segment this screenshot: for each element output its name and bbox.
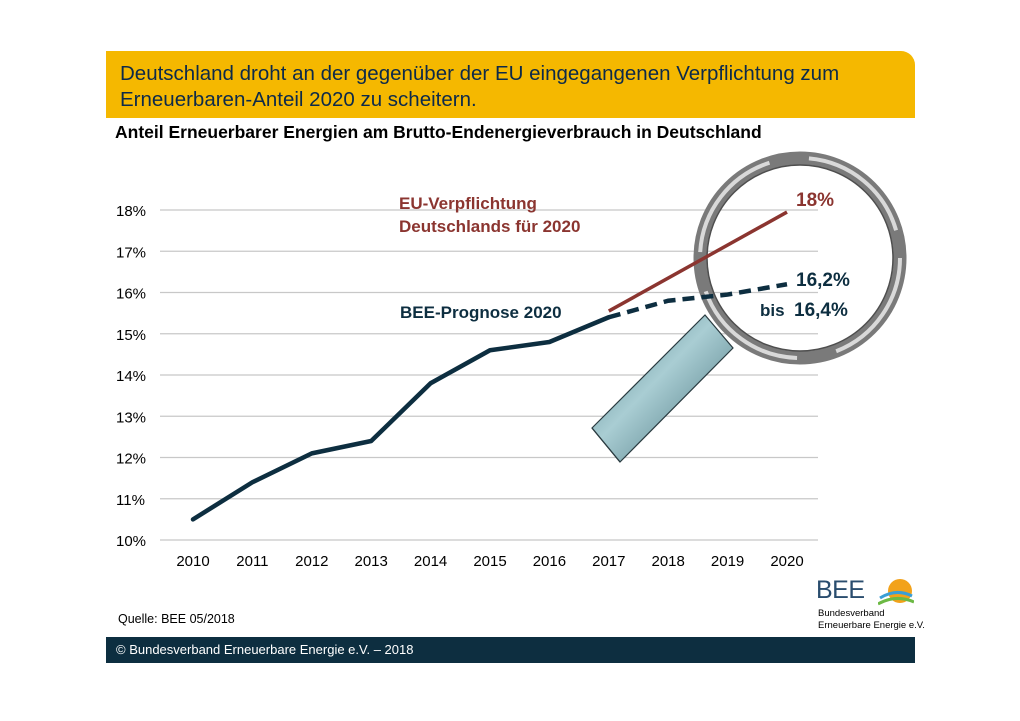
series-layer [190,210,788,522]
x-tick-label: 2015 [473,553,506,570]
logo-line-2: Erneuerbare Energie e.V. [818,620,925,631]
bee-bis-label: bis [760,301,785,320]
eu-label-line-2: Deutschlands für 2020 [399,217,580,236]
chart-title: Anteil Erneuerbarer Energien am Brutto-E… [115,122,762,142]
eu-value-label: 18% [796,190,834,211]
footer-bar: © Bundesverband Erneuerbare Energie e.V.… [106,637,915,663]
bee-forecast-line [608,282,788,320]
logo-line-1: Bundesverband [818,608,885,619]
bee-logo: BEE Bundesverband Erneuerbare Energie e.… [816,576,925,632]
y-axis-ticks: 10% 11% 12% 13% 14% 15% 16% 17% 18% [116,203,146,550]
bee-label: BEE-Prognose 2020 [400,303,562,322]
x-tick-label: 2010 [176,553,209,570]
x-tick-label: 2013 [355,553,388,570]
bee-value2-label: 16,4% [794,300,848,321]
bee-value-label: 16,2% [796,270,850,291]
y-tick-label: 14% [116,368,146,385]
headline-line-1: Deutschland droht an der gegenüber der E… [120,62,840,85]
y-tick-label: 10% [116,533,146,550]
headline-banner: Deutschland droht an der gegenüber der E… [106,51,915,118]
y-tick-label: 17% [116,244,146,261]
magnifier-lens-icon [693,151,907,365]
y-tick-label: 18% [116,203,146,220]
x-tick-label: 2011 [236,553,268,570]
x-tick-label: 2014 [414,553,447,570]
x-axis-ticks: 2010 2011 2012 2013 2014 2015 2016 2017 2018 2019… [176,553,803,570]
bee-actual-line [190,315,612,522]
eu-commitment-line [607,210,788,313]
y-tick-label: 13% [116,409,146,426]
y-tick-label: 11% [116,492,145,509]
x-tick-label: 2020 [770,553,803,570]
x-tick-label: 2018 [652,553,685,570]
x-tick-label: 2016 [533,553,566,570]
x-tick-label: 2019 [711,553,744,570]
y-tick-label: 15% [116,327,146,344]
magnifier-handle-icon [591,314,734,463]
source-note: Quelle: BEE 05/2018 [118,612,235,626]
x-tick-label: 2017 [592,553,625,570]
logo-wordmark: BEE [816,576,865,604]
eu-label-line-1: EU-Verpflichtung [399,194,537,213]
logo-sun-icon [878,579,914,606]
gridlines [160,209,818,541]
y-tick-label: 16% [116,286,146,303]
headline-line-2: Erneuerbaren-Anteil 2020 zu scheitern. [120,88,477,111]
y-tick-label: 12% [116,451,146,468]
x-tick-label: 2012 [295,553,328,570]
